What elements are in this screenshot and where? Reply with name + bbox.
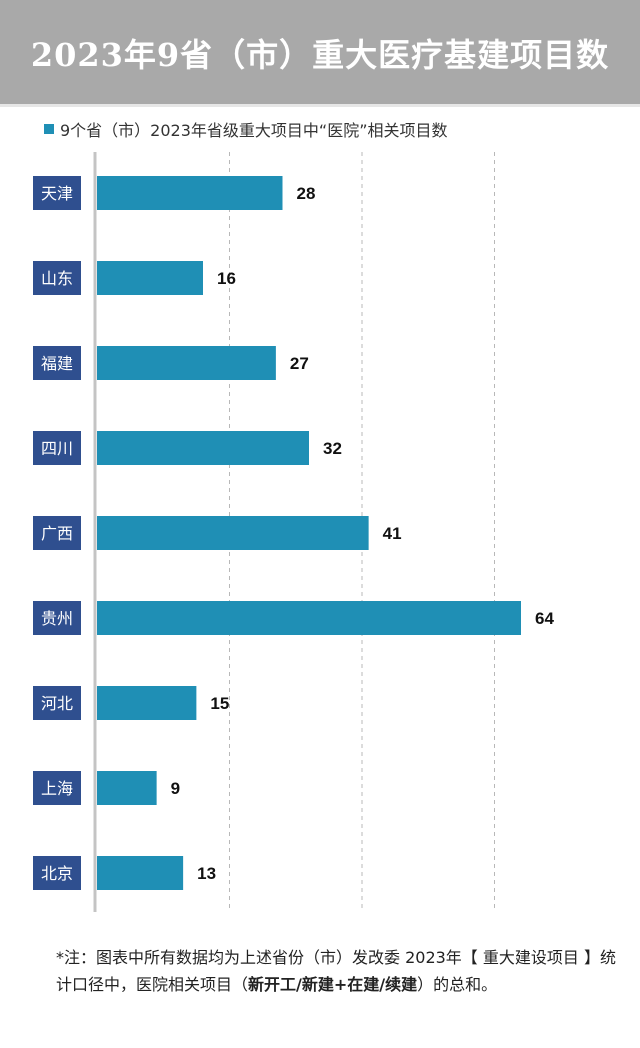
data-label: 27	[290, 354, 309, 373]
legend: 9个省（市）2023年省级重大项目中“医院”相关项目数	[44, 118, 447, 140]
footnote: *注：图表中所有数据均为上述省份（市）发改委 2023年【 重大建设项目 】统计…	[56, 944, 616, 998]
title-banner: 2023年9省（市）重大医疗基建项目数	[0, 0, 640, 107]
legend-swatch	[44, 124, 54, 134]
bar	[97, 516, 369, 550]
category-label-box	[33, 856, 81, 890]
chart-title: 2023年9省（市）重大医疗基建项目数	[30, 36, 610, 74]
category-label-box	[33, 431, 81, 465]
bar-chart: 天津 28 山东 16 福建 27 四川 32 广西 41 贵州 64 河北 15 上海 9 北京 13	[33, 152, 554, 912]
data-label: 13	[197, 864, 216, 883]
category-label-box	[33, 771, 81, 805]
legend-label: 9个省（市）2023年省级重大项目中“医院”相关项目数	[60, 121, 448, 140]
category-label-box	[33, 346, 81, 380]
category-label: 四川	[41, 439, 73, 458]
bar	[97, 771, 157, 805]
category-label: 北京	[41, 864, 73, 883]
category-label-box	[33, 516, 81, 550]
data-label: 28	[297, 184, 316, 203]
category-label: 贵州	[41, 609, 73, 628]
data-label: 64	[535, 609, 554, 628]
bar	[97, 431, 309, 465]
category-label: 天津	[41, 184, 73, 203]
category-label: 山东	[41, 269, 73, 288]
category-label-box	[33, 601, 81, 635]
footnote-part2: ）的总和。	[417, 975, 498, 994]
category-label: 广西	[41, 524, 73, 543]
footnote-part1: *注：图表中所有数据均为上述省份（市）发改委 2023年【 重大建设项目 】统计…	[56, 948, 616, 994]
footnote-bold: 新开工/新建+在建/续建	[248, 975, 418, 994]
bar	[97, 856, 184, 890]
bar	[97, 176, 283, 210]
bar	[97, 601, 521, 635]
category-label: 福建	[41, 354, 73, 373]
data-label: 32	[323, 439, 342, 458]
category-label: 上海	[41, 779, 73, 798]
category-label-box	[33, 176, 81, 210]
data-label: 16	[217, 269, 236, 288]
bar	[97, 686, 197, 720]
category-label-box	[33, 261, 81, 295]
category-label-box	[33, 686, 81, 720]
data-label: 9	[171, 779, 180, 798]
bar	[97, 346, 276, 380]
category-label: 河北	[41, 694, 73, 713]
data-label: 41	[383, 524, 402, 543]
data-label: 15	[210, 694, 229, 713]
bar	[97, 261, 203, 295]
